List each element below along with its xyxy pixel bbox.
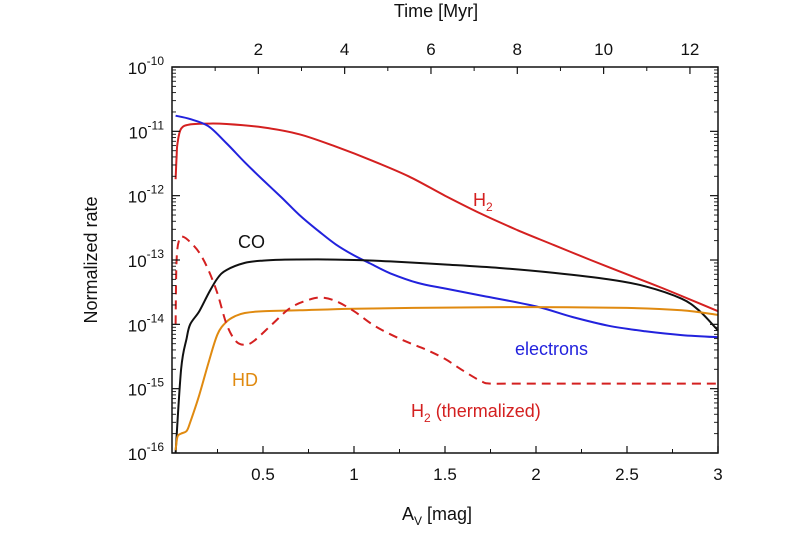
series-label-1: electrons bbox=[515, 339, 588, 359]
series-line-2 bbox=[174, 258, 719, 454]
series-label-main: H bbox=[473, 190, 486, 210]
top-tick-label: 6 bbox=[426, 40, 435, 59]
labels-layer: 0.5 1 1.5 2 2.5 32 4 6 8 10 1210-1010-1110-1210-13… bbox=[128, 40, 723, 484]
series-label-main: HD bbox=[232, 370, 258, 390]
x-tick-label: 2.5 bbox=[615, 465, 639, 484]
y-tick-label: 10-15 bbox=[128, 376, 165, 400]
y-tick-label: 10-13 bbox=[128, 247, 165, 271]
series-label-sub: 2 bbox=[486, 200, 493, 214]
series-label-4: H2 (thermalized) bbox=[411, 401, 541, 425]
x-tick-label: 2 bbox=[531, 465, 540, 484]
series-label-rest: (thermalized) bbox=[431, 401, 541, 421]
top-tick-label: 8 bbox=[513, 40, 522, 59]
series-line-0 bbox=[174, 122, 719, 313]
top-tick-label: 4 bbox=[340, 40, 349, 59]
series-line-3 bbox=[174, 306, 719, 451]
y-tick-base: 10 bbox=[128, 59, 147, 78]
x-axis-title: AV [mag] bbox=[402, 504, 472, 528]
y-tick-label: 10-14 bbox=[128, 311, 165, 335]
y-tick-exponent: -12 bbox=[147, 183, 165, 197]
y-tick-label: 10-12 bbox=[128, 183, 165, 207]
top-axis-title: Time [Myr] bbox=[394, 1, 478, 21]
y-tick-base: 10 bbox=[128, 252, 147, 271]
x-tick-label: 1 bbox=[349, 465, 358, 484]
y-axis-title: Normalized rate bbox=[81, 196, 101, 323]
x-tick-label: 0.5 bbox=[251, 465, 275, 484]
y-tick-exponent: -11 bbox=[148, 118, 165, 132]
series-label-main: electrons bbox=[515, 339, 588, 359]
series-label-sub: 2 bbox=[424, 411, 431, 425]
series-label-main: H bbox=[411, 401, 424, 421]
top-tick-label: 2 bbox=[254, 40, 263, 59]
top-tick-label: 12 bbox=[680, 40, 699, 59]
x-axis-title-sub: V bbox=[414, 514, 422, 528]
plot-area bbox=[172, 67, 718, 453]
y-tick-base: 10 bbox=[129, 123, 148, 142]
y-tick-base: 10 bbox=[128, 381, 147, 400]
y-tick-exponent: -16 bbox=[147, 440, 165, 454]
x-axis-title-main: A bbox=[402, 504, 414, 524]
y-tick-exponent: -15 bbox=[147, 376, 165, 390]
y-tick-label: 10-11 bbox=[129, 118, 165, 142]
series-layer bbox=[174, 114, 719, 454]
y-tick-exponent: -13 bbox=[147, 247, 165, 261]
y-tick-base: 10 bbox=[128, 316, 147, 335]
y-tick-label: 10-16 bbox=[128, 440, 165, 464]
y-tick-exponent: -14 bbox=[147, 311, 165, 325]
y-tick-base: 10 bbox=[128, 188, 147, 207]
series-label-main: CO bbox=[238, 232, 265, 252]
series-label-2: CO bbox=[238, 232, 265, 252]
ticks-layer bbox=[172, 66, 719, 454]
x-tick-label: 3 bbox=[713, 465, 722, 484]
x-axis-title-rest: [mag] bbox=[422, 504, 472, 524]
x-tick-label: 1.5 bbox=[433, 465, 457, 484]
top-tick-label: 10 bbox=[594, 40, 613, 59]
y-tick-exponent: -10 bbox=[147, 54, 165, 68]
series-label-3: HD bbox=[232, 370, 258, 390]
y-tick-base: 10 bbox=[128, 445, 147, 464]
series-label-0: H2 bbox=[473, 190, 493, 214]
y-tick-label: 10-10 bbox=[128, 54, 165, 78]
series-line-4 bbox=[174, 235, 718, 385]
